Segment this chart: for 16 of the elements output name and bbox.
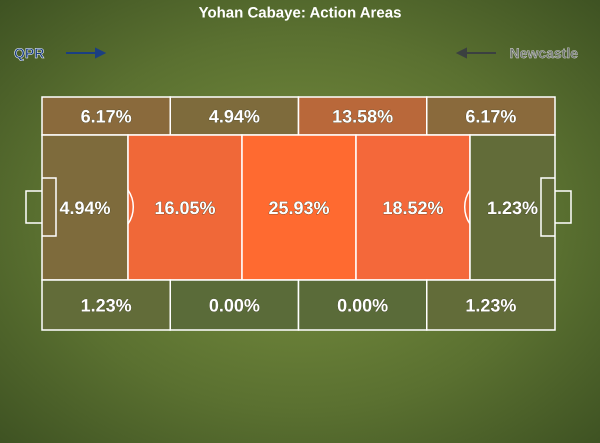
data-label: 18.52% [382, 198, 444, 218]
data-label: 4.94% [208, 106, 260, 126]
text: Newcastle [510, 44, 578, 61]
data-label: 0.00% [337, 295, 388, 316]
data-label: 1.23% [80, 295, 132, 316]
data-label: 4.94% [59, 198, 111, 218]
data-label: 25.93% [268, 198, 330, 218]
data-label: 1.23% [486, 198, 538, 218]
data-label: 0.00% [208, 295, 260, 316]
text: QPR [14, 44, 44, 61]
data-label: 6.17% [465, 106, 516, 126]
data-label: 6.17% [80, 106, 132, 126]
data-label: 13.58% [332, 106, 394, 126]
data-label: 1.23% [465, 295, 516, 316]
data-label: 16.05% [154, 198, 216, 218]
text: Yohan Cabaye: Action Areas [198, 4, 402, 22]
